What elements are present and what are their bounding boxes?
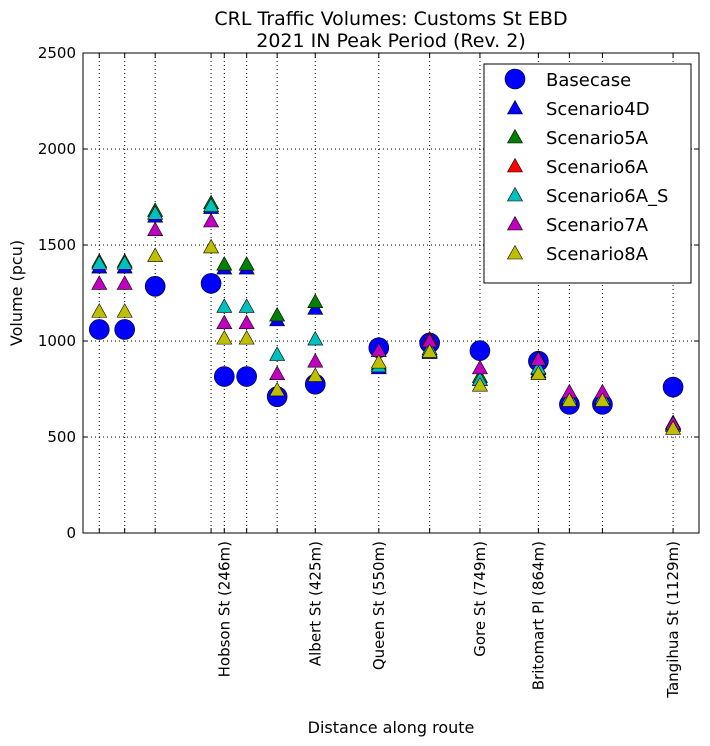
y-axis-label: Volume (pcu) [7, 240, 26, 346]
legend-label-basecase: Basecase [546, 70, 631, 91]
point-scenario7a-7 [307, 353, 324, 368]
point-scenario8a-1 [116, 303, 133, 318]
point-basecase-3 [200, 273, 222, 294]
point-basecase-5 [236, 366, 257, 387]
legend-label-scenario8a: Scenario8A [546, 244, 649, 265]
point-scenario8a-4 [216, 330, 233, 345]
point-scenario7a-1 [116, 275, 133, 290]
point-scenario8a-9 [421, 343, 438, 358]
point-scenario7a-0 [91, 275, 108, 290]
chart-title-line-2: 2021 IN Peak Period (Rev. 2) [256, 30, 526, 52]
point-scenario5a-4 [216, 256, 233, 271]
point-scenario8a-10 [471, 377, 488, 392]
series-scenario8a [91, 238, 682, 435]
point-scenario8a-2 [147, 247, 164, 262]
point-scenario7a-5 [238, 314, 255, 330]
axes: Hobson St (246m) Albert St (425m) Queen St… [38, 44, 699, 699]
x-tick-label-5: Tangihua St (1129m) [664, 541, 682, 699]
point-scenario6a-s-6 [269, 346, 286, 361]
legend: Basecase Scenario4D Scenario5A Scenario6A Sc… [483, 63, 692, 284]
x-tick-label-0: Hobson St (246m) [215, 541, 233, 677]
x-axis-label: Distance along route [308, 718, 475, 737]
point-scenario5a-7 [307, 293, 324, 308]
point-scenario7a-11 [530, 351, 547, 366]
legend-marker-scenario5a [506, 128, 524, 144]
chart-title-line-1: CRL Traffic Volumes: Customs St EBD [214, 8, 567, 30]
legend-box [483, 63, 692, 284]
legend-marker-scenario6a [506, 157, 524, 173]
point-scenario6a-s-5 [238, 298, 255, 313]
point-scenario6a-s-7 [307, 330, 324, 346]
data-series [88, 194, 684, 435]
point-scenario6a-s-4 [216, 298, 233, 313]
point-scenario8a-5 [238, 330, 255, 345]
point-scenario6a-s-1 [116, 255, 133, 270]
x-tick-label-2: Queen St (550m) [370, 541, 388, 670]
point-basecase-0 [88, 319, 110, 340]
point-scenario8a-8 [370, 354, 387, 369]
point-scenario6a-s-2 [147, 205, 164, 220]
legend-marker-scenario6a-s [506, 186, 524, 202]
point-scenario6a-s-3 [203, 197, 220, 212]
y-tick-label-1: 500 [47, 428, 76, 446]
point-scenario8a-14 [665, 420, 682, 435]
plot-area-frame [82, 52, 700, 534]
point-scenario7a-3 [203, 212, 220, 228]
point-basecase-14 [662, 376, 684, 398]
gridlines [83, 53, 699, 533]
point-scenario5a-6 [269, 306, 286, 322]
legend-label-scenario7a: Scenario7A [546, 215, 649, 236]
point-scenario7a-2 [147, 221, 164, 236]
point-scenario8a-0 [91, 303, 108, 318]
point-scenario6a-s-0 [91, 255, 108, 270]
y-tick-label-3: 1500 [38, 236, 76, 254]
point-basecase-4 [213, 366, 235, 387]
point-basecase-10 [469, 340, 491, 361]
point-scenario8a-11 [530, 365, 547, 380]
point-scenario8a-7 [307, 367, 324, 382]
legend-marker-scenario7a [506, 215, 524, 231]
legend-marker-scenario4d [506, 99, 524, 115]
x-tick-label-3: Gore St (749m) [471, 541, 489, 657]
point-scenario5a-5 [238, 256, 255, 271]
y-tick-label-2: 1000 [38, 332, 76, 350]
point-scenario7a-10 [471, 359, 488, 375]
point-basecase-2 [144, 275, 166, 297]
y-tick-label-0: 0 [66, 524, 76, 542]
point-basecase-1 [114, 319, 135, 340]
point-scenario8a-3 [203, 238, 220, 254]
point-scenario8a-13 [594, 392, 611, 407]
legend-label-scenario5a: Scenario5A [546, 128, 649, 149]
point-scenario7a-4 [216, 314, 233, 330]
y-tick-label-5: 2500 [38, 44, 76, 62]
legend-marker-basecase [504, 68, 526, 90]
legend-label-scenario6a-s: Scenario6A_S [546, 186, 668, 207]
point-scenario8a-12 [561, 392, 578, 407]
x-tick-label-1: Albert St (425m) [306, 541, 324, 666]
y-tick-label-4: 2000 [38, 140, 76, 158]
point-scenario8a-6 [269, 381, 286, 397]
x-tick-label-4: Britomart Pl (864m) [529, 541, 547, 690]
point-scenario7a-6 [269, 365, 286, 380]
legend-marker-scenario8a [506, 244, 524, 260]
legend-label-scenario6a: Scenario6A [546, 157, 649, 178]
legend-label-scenario4d: Scenario4D [546, 99, 650, 120]
